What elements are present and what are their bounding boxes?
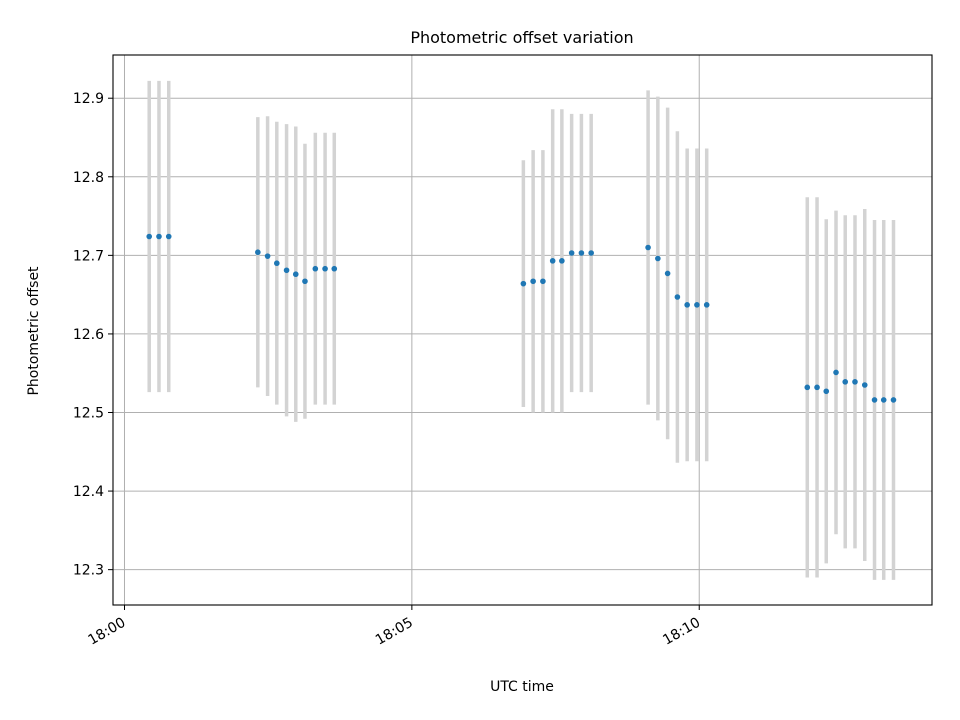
y-tick-label: 12.5 xyxy=(73,406,104,422)
data-point xyxy=(664,270,671,277)
data-point xyxy=(146,233,153,240)
y-axis-ticks: 12.3 12.4 12.5 12.6 12.7 12.8 12.9 xyxy=(73,91,113,579)
data-point xyxy=(814,384,820,391)
y-tick-label: 12.7 xyxy=(73,248,104,264)
y-tick-label: 12.9 xyxy=(73,91,104,107)
plot-frame xyxy=(112,54,933,606)
data-point xyxy=(842,379,849,385)
data-points xyxy=(146,233,897,403)
y-tick-label: 12.3 xyxy=(73,563,104,579)
data-point xyxy=(588,250,594,256)
data-point xyxy=(703,302,710,308)
y-tick-label: 12.4 xyxy=(73,484,104,500)
data-point xyxy=(694,302,700,308)
data-point xyxy=(530,278,536,285)
data-point xyxy=(645,244,651,251)
y-tick-label: 12.8 xyxy=(73,170,104,186)
data-point xyxy=(559,258,565,264)
data-point xyxy=(165,233,172,240)
data-point xyxy=(861,382,868,388)
data-point xyxy=(283,267,290,274)
data-point xyxy=(331,265,338,272)
data-point xyxy=(540,278,546,285)
data-point xyxy=(549,258,556,264)
y-tick-label: 12.6 xyxy=(73,327,104,343)
data-point xyxy=(312,265,319,272)
data-point xyxy=(264,253,271,259)
data-point xyxy=(823,388,830,395)
data-point xyxy=(322,265,328,272)
data-point xyxy=(292,271,299,278)
data-point xyxy=(655,255,661,262)
data-point xyxy=(274,260,280,267)
data-point xyxy=(852,379,858,385)
data-point xyxy=(684,302,690,308)
data-point xyxy=(568,250,575,256)
chart-title: Photometric offset variation xyxy=(410,28,633,47)
data-point xyxy=(578,250,585,256)
data-point xyxy=(880,397,887,403)
data-point xyxy=(804,384,811,391)
data-point xyxy=(302,278,308,285)
data-point xyxy=(871,397,878,403)
data-point xyxy=(674,294,681,300)
data-point xyxy=(833,369,839,376)
data-point xyxy=(255,249,261,256)
y-axis-label: Photometric offset xyxy=(26,266,42,396)
x-axis-label: UTC time xyxy=(490,679,554,695)
data-point xyxy=(890,397,897,403)
data-point xyxy=(520,280,527,287)
data-point xyxy=(156,233,162,240)
